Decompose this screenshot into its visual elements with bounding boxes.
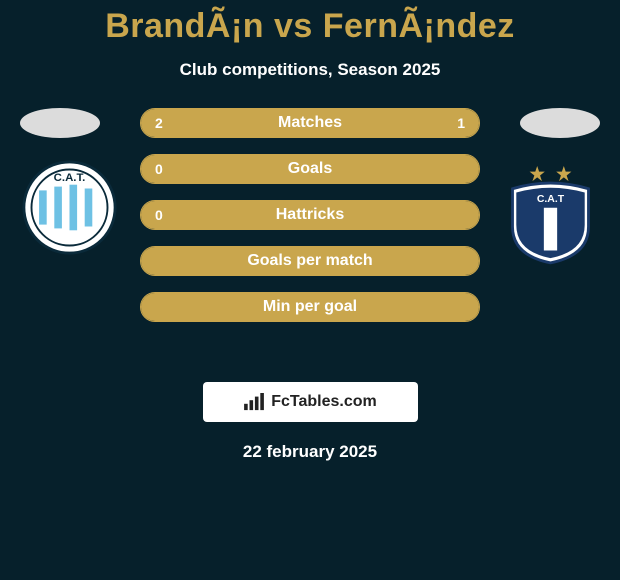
match-date: 22 february 2025 xyxy=(0,442,620,462)
club-crest-right: C.A.T xyxy=(503,160,598,255)
player-avatar-right xyxy=(520,108,600,138)
stat-label: Matches xyxy=(141,109,479,137)
site-logo[interactable]: FcTables.com xyxy=(203,382,418,422)
crest-right-text: C.A.T xyxy=(537,194,565,205)
crest-right-svg: C.A.T xyxy=(503,160,598,265)
stat-row: Goals per match xyxy=(140,246,480,276)
stat-label: Hattricks xyxy=(141,201,479,229)
crest-left-text: C.A.T. xyxy=(54,172,86,184)
card-root: BrandÃ¡n vs FernÃ¡ndez Club competitions… xyxy=(0,0,620,462)
subtitle: Club competitions, Season 2025 xyxy=(0,60,620,80)
stat-row: 0Hattricks xyxy=(140,200,480,230)
page-title: BrandÃ¡n vs FernÃ¡ndez xyxy=(0,7,620,46)
club-crest-left: C.A.T. xyxy=(22,160,117,255)
stat-label: Min per goal xyxy=(141,293,479,321)
stat-row: 0Goals xyxy=(140,154,480,184)
stat-row: 21Matches xyxy=(140,108,480,138)
stat-row: Min per goal xyxy=(140,292,480,322)
comparison-area: C.A.T. C.A.T 21Matches 0Goals 0Hattricks Go… xyxy=(0,108,620,368)
crest-left-svg: C.A.T. xyxy=(22,160,117,255)
stat-label: Goals xyxy=(141,155,479,183)
site-logo-text: FcTables.com xyxy=(271,393,377,411)
player-avatar-left xyxy=(20,108,100,138)
stat-rows: 21Matches 0Goals 0Hattricks Goals per match… xyxy=(140,108,480,338)
stat-label: Goals per match xyxy=(141,247,479,275)
bars-icon xyxy=(243,393,265,411)
